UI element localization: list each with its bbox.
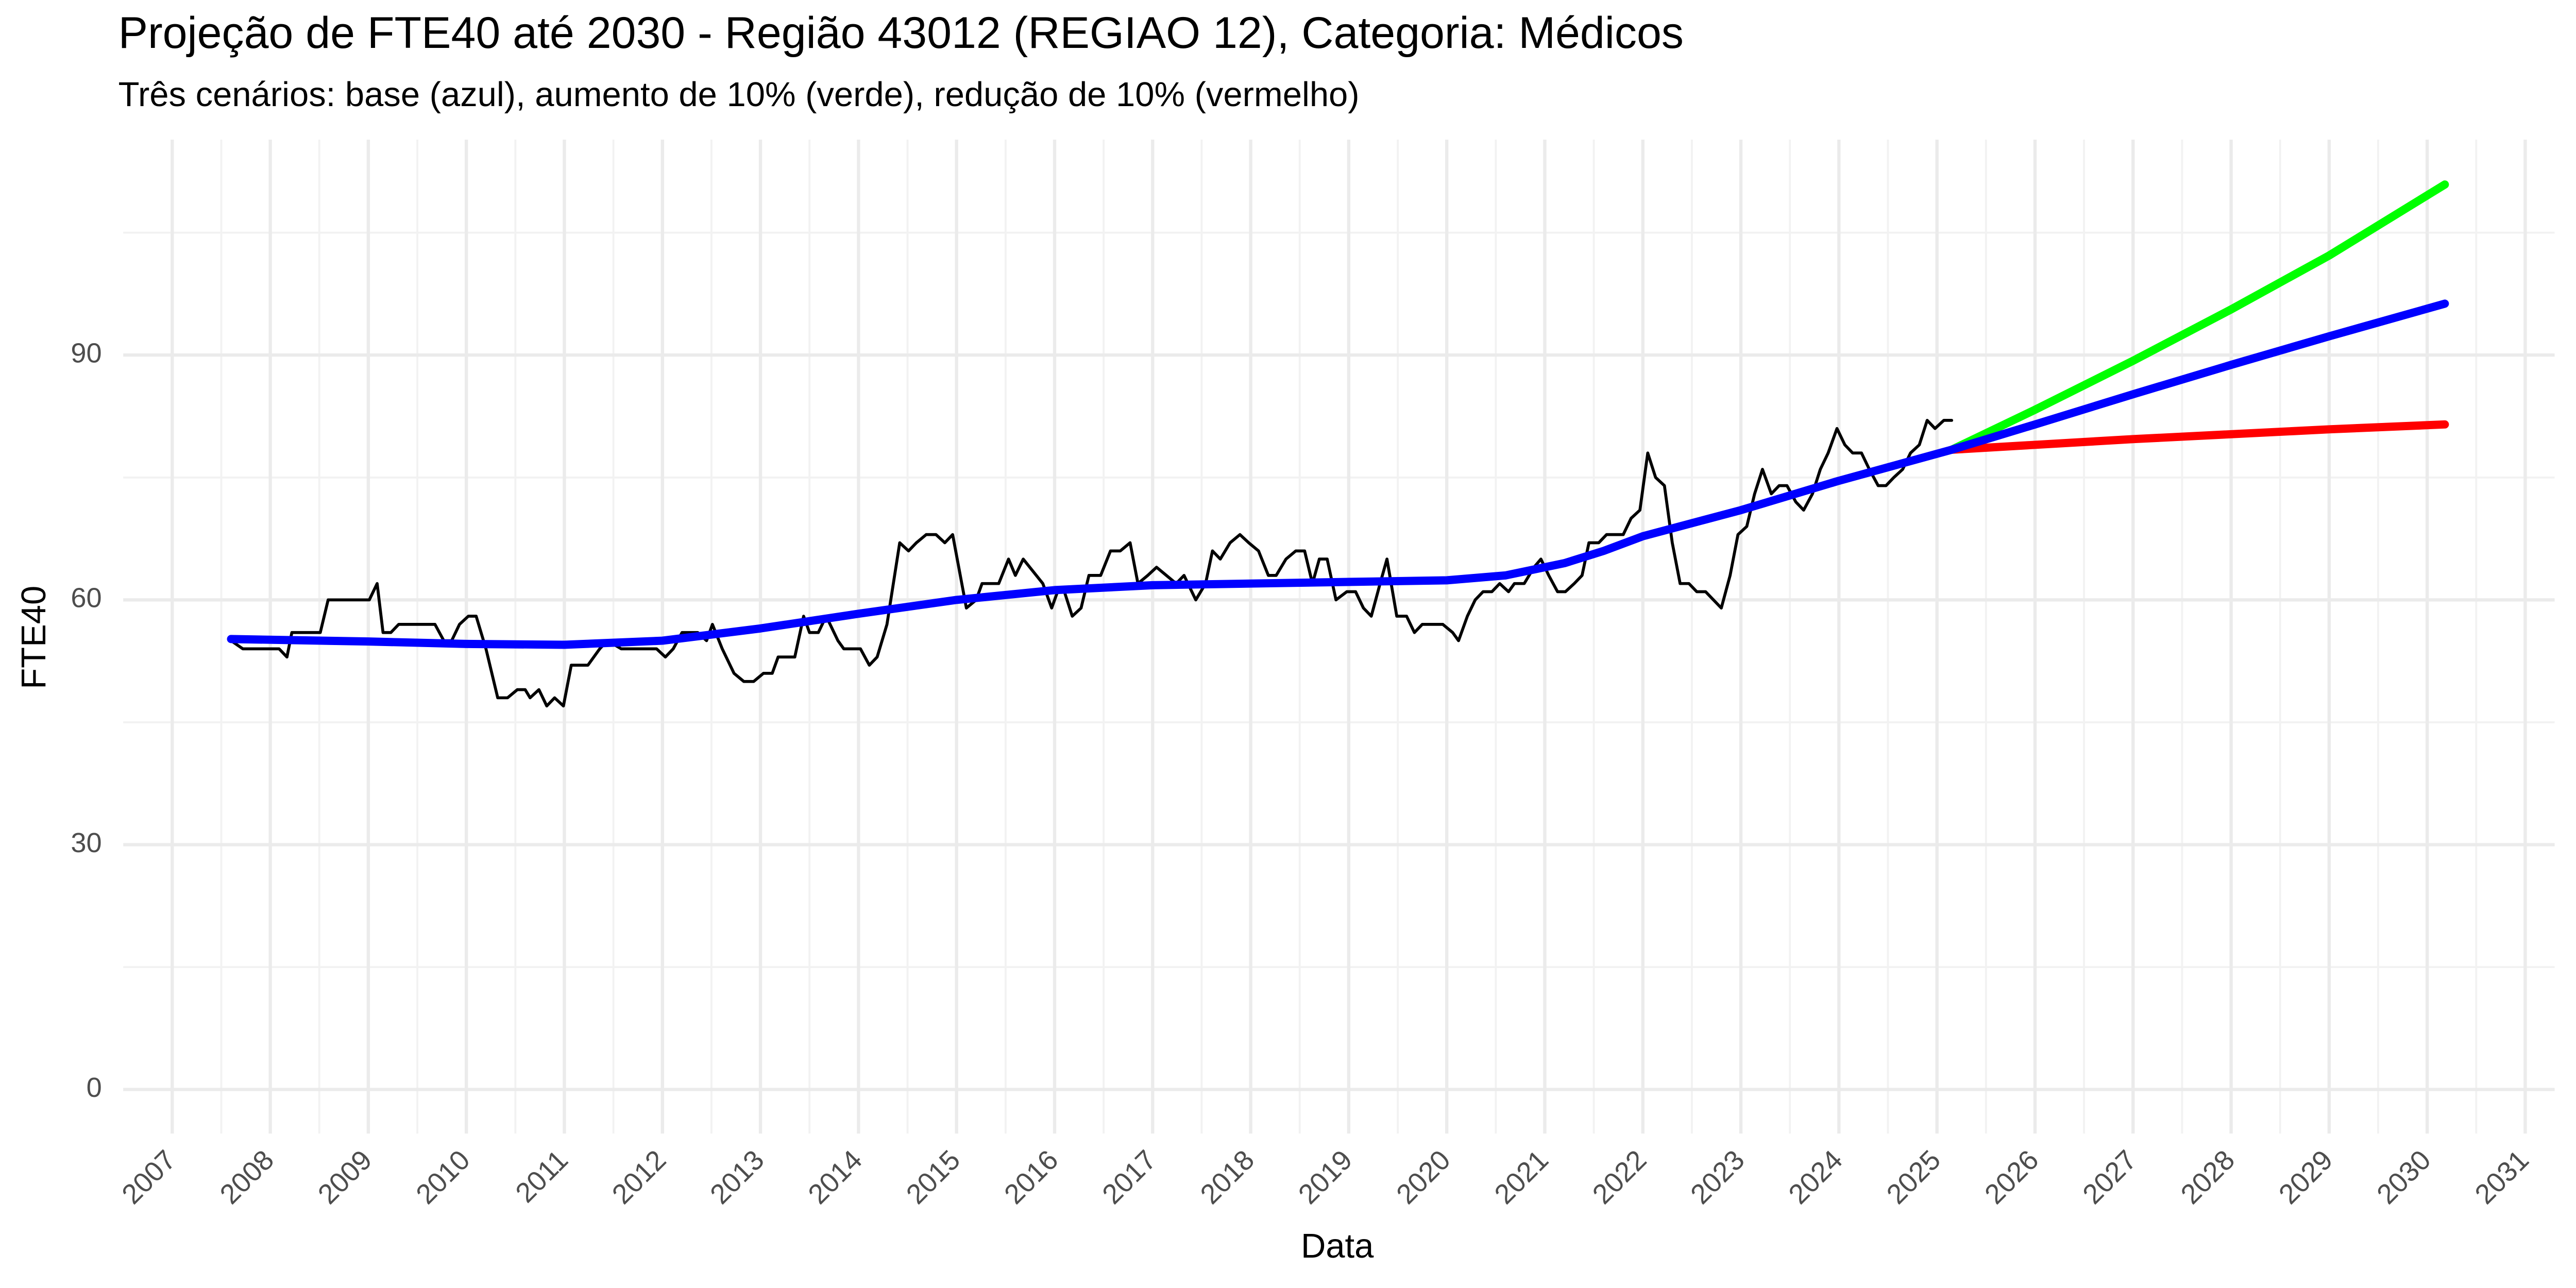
y-axis-title: FTE40 [14,586,53,689]
x-tick-label: 2031 [2469,1144,2535,1210]
chart-subtitle: Três cenários: base (azul), aumento de 1… [118,75,1360,114]
x-tick-label: 2018 [1195,1144,1261,1210]
x-tick-label: 2017 [1096,1144,1162,1210]
x-tick-label: 2025 [1881,1144,1947,1210]
x-tick-label: 2027 [2077,1144,2143,1210]
y-tick-label: 60 [71,583,101,614]
x-tick-label: 2028 [2175,1144,2241,1210]
x-tick-label: 2008 [214,1144,280,1210]
x-tick-label: 2010 [410,1144,476,1210]
series-line [229,419,1954,708]
series-line [1947,180,2449,454]
x-tick-label: 2024 [1783,1144,1849,1210]
x-tick-label: 2013 [704,1144,770,1210]
x-tick-label: 2023 [1685,1144,1751,1210]
chart-title: Projeção de FTE40 até 2030 - Região 4301… [118,8,1684,58]
x-tick-label: 2011 [510,1144,574,1209]
x-tick-label: 2019 [1293,1144,1359,1210]
y-tick-label: 0 [87,1072,102,1103]
y-tick-label: 90 [71,338,101,369]
x-tick-label: 2029 [2273,1144,2339,1210]
x-tick-label: 2014 [802,1144,868,1210]
x-tick-label: 2022 [1587,1144,1653,1210]
x-tick-label: 2020 [1391,1144,1456,1210]
x-tick-label: 2012 [606,1144,672,1210]
series-line [1947,420,2449,454]
x-tick-label: 2015 [901,1144,967,1210]
x-tick-label: 2007 [116,1144,182,1210]
x-tick-label: 2016 [998,1144,1064,1210]
x-tick-label: 2021 [1488,1144,1554,1210]
x-tick-label: 2026 [1979,1144,2045,1210]
y-tick-label: 30 [71,827,101,858]
x-tick-label: 2030 [2371,1144,2437,1210]
x-axis-title: Data [1301,1227,1374,1265]
series-line [227,299,2449,649]
x-tick-label: 2009 [312,1144,378,1210]
